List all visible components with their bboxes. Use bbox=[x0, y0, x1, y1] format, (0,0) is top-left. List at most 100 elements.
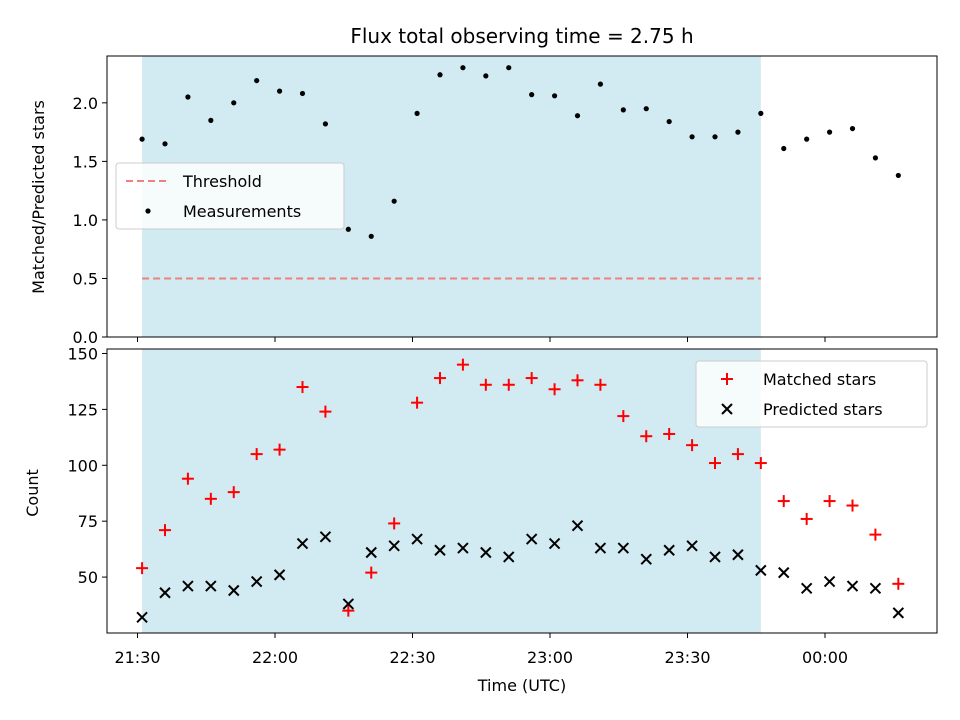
top-panel: 0.00.51.01.52.0 Matched/Predicted stars … bbox=[29, 55, 938, 347]
predicted-star-point bbox=[228, 584, 240, 597]
matched-star-point bbox=[227, 486, 240, 499]
measurement-point bbox=[781, 145, 787, 152]
predicted-star-point bbox=[296, 537, 309, 550]
bottom-panel: 50 75 100 125 150 21:30 22:00 22:30 23:00 23:30 0… bbox=[23, 344, 938, 695]
matched-star-point bbox=[319, 405, 332, 418]
matched-star-point bbox=[411, 396, 424, 409]
measurement-point bbox=[529, 92, 535, 98]
matched-star-point bbox=[731, 448, 744, 461]
measurement-point bbox=[414, 110, 420, 116]
matched-star-point bbox=[594, 378, 607, 391]
measurement-point bbox=[643, 106, 649, 112]
top-x-ticks bbox=[137, 337, 826, 342]
matched-star-point bbox=[777, 495, 790, 508]
x-tick-label: 23:30 bbox=[664, 648, 710, 667]
measurement-point bbox=[895, 172, 901, 179]
x-tick-label: 22:30 bbox=[389, 648, 435, 667]
measurement-point bbox=[574, 113, 581, 119]
predicted-star-point bbox=[250, 575, 263, 588]
predicted-star-point bbox=[640, 553, 652, 565]
predicted-star-point bbox=[457, 542, 469, 554]
measurement-point bbox=[872, 155, 879, 161]
predicted-star-point bbox=[617, 542, 630, 554]
predicted-star-point bbox=[686, 540, 698, 552]
measurement-point bbox=[208, 117, 214, 123]
matched-star-point bbox=[823, 495, 836, 508]
predicted-star-point bbox=[663, 544, 675, 556]
predicted-star-point bbox=[205, 580, 217, 592]
predicted-star-point bbox=[869, 582, 882, 594]
bottom-y-axis-label: Count bbox=[23, 469, 42, 517]
matched-star-point bbox=[456, 358, 469, 371]
predicted-star-point bbox=[503, 551, 515, 563]
predicted-star-point bbox=[388, 540, 400, 552]
predicted-star-point bbox=[571, 519, 584, 532]
matched-star-point bbox=[525, 372, 538, 385]
matched-star-point bbox=[617, 410, 630, 423]
bottom-legend: Matched stars Predicted stars bbox=[695, 360, 928, 428]
measurement-point bbox=[620, 107, 626, 113]
predicted-star-point bbox=[411, 533, 423, 545]
measurement-point bbox=[689, 134, 695, 140]
y-tick-label: 2.0 bbox=[73, 94, 98, 113]
x-tick-label: 00:00 bbox=[802, 648, 848, 667]
measurement-point bbox=[804, 136, 810, 142]
x-tick-label: 21:30 bbox=[114, 648, 160, 667]
matched-star-point bbox=[273, 443, 286, 456]
matched-star-point bbox=[136, 562, 149, 575]
measurement-point bbox=[735, 129, 741, 135]
legend-threshold-label: Threshold bbox=[182, 172, 262, 191]
measurement-point bbox=[391, 198, 397, 204]
predicted-star-point bbox=[732, 549, 744, 561]
x-axis-label: Time (UTC) bbox=[477, 676, 566, 695]
measurement-point bbox=[345, 226, 351, 232]
legend-matched-swatch bbox=[721, 373, 733, 385]
predicted-star-point bbox=[182, 580, 194, 592]
legend-predicted-swatch bbox=[721, 403, 733, 415]
measurement-point bbox=[712, 134, 718, 140]
legend-predicted-label: Predicted stars bbox=[763, 400, 883, 419]
measurement-point bbox=[483, 73, 489, 79]
predicted-star-point bbox=[594, 542, 607, 554]
matched-star-point bbox=[296, 381, 309, 394]
measurement-point bbox=[666, 118, 672, 125]
bottom-observing-span bbox=[142, 349, 761, 633]
predicted-star-points bbox=[136, 519, 905, 624]
predicted-star-point bbox=[365, 546, 377, 559]
predicted-star-point bbox=[823, 575, 836, 588]
chart-title: Flux total observing time = 2.75 h bbox=[350, 24, 693, 48]
matched-star-point bbox=[342, 604, 355, 617]
matched-star-point bbox=[388, 517, 401, 530]
matched-star-point bbox=[640, 430, 653, 443]
matched-star-point bbox=[869, 528, 882, 541]
y-tick-label: 150 bbox=[67, 344, 98, 363]
top-legend: Threshold Measurements bbox=[115, 162, 345, 230]
measurement-point bbox=[231, 100, 237, 106]
legend-measurement-label: Measurements bbox=[183, 202, 301, 221]
matched-star-point bbox=[709, 457, 721, 470]
matched-star-point bbox=[571, 374, 584, 387]
matched-star-point bbox=[663, 427, 676, 440]
y-tick-label: 0.0 bbox=[73, 328, 98, 347]
matched-star-point bbox=[754, 457, 767, 470]
predicted-star-point bbox=[525, 533, 538, 545]
top-axes-frame bbox=[106, 55, 938, 338]
measurement-point bbox=[139, 136, 145, 142]
measurement-point bbox=[849, 125, 856, 132]
matched-star-point bbox=[365, 566, 378, 579]
legend-matched-label: Matched stars bbox=[763, 370, 876, 389]
bottom-axes-frame bbox=[106, 348, 938, 634]
matched-star-point bbox=[204, 492, 217, 505]
y-tick-label: 125 bbox=[67, 400, 98, 419]
y-tick-label: 0.5 bbox=[73, 269, 98, 288]
measurement-point bbox=[254, 77, 260, 84]
matched-star-point bbox=[479, 378, 492, 391]
matched-star-point bbox=[686, 439, 699, 452]
matched-star-point bbox=[892, 577, 905, 590]
measurement-point bbox=[826, 129, 833, 135]
x-tick-label: 22:00 bbox=[252, 648, 298, 667]
measurement-points bbox=[139, 65, 901, 239]
measurement-point bbox=[162, 141, 168, 147]
measurement-point bbox=[276, 88, 283, 94]
x-tick-label: 23:00 bbox=[527, 648, 573, 667]
